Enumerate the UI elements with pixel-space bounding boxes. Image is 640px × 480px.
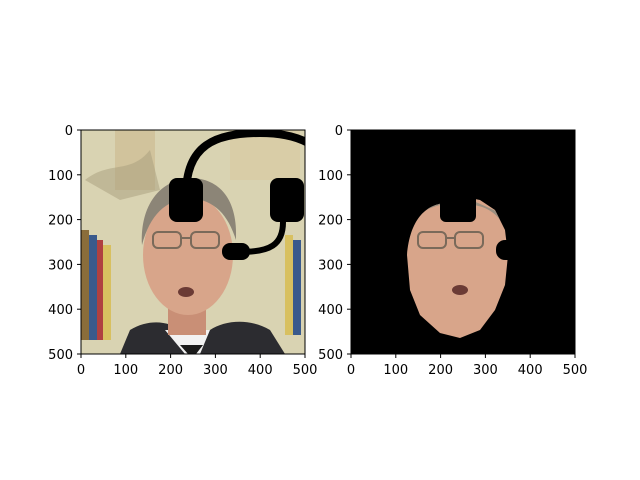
y-tick-label: 300 (318, 258, 343, 273)
axis-tick-labels: 0 100 200 300 400 500 0 100 200 300 400 500 0 100 200 3… (48, 124, 587, 378)
x-tick-label: 100 (113, 363, 138, 378)
x-tick-label: 300 (203, 363, 228, 378)
y-tick-label: 100 (318, 169, 343, 184)
x-tick-label: 0 (347, 363, 355, 378)
x-tick-label: 300 (473, 363, 498, 378)
y-tick-label: 300 (48, 258, 73, 273)
x-tick-label: 200 (158, 363, 183, 378)
y-tick-label: 400 (318, 303, 343, 318)
y-tick-label: 200 (48, 214, 73, 229)
axis-ticks (77, 129, 576, 358)
right-image (351, 130, 575, 354)
x-tick-label: 100 (383, 363, 408, 378)
x-tick-label: 400 (248, 363, 273, 378)
y-tick-label: 0 (65, 124, 73, 139)
y-tick-label: 200 (318, 214, 343, 229)
y-tick-label: 0 (335, 124, 343, 139)
left-axes-frame (80, 129, 306, 355)
left-image (81, 130, 305, 354)
x-tick-label: 200 (428, 363, 453, 378)
right-axes-frame (350, 129, 576, 355)
y-tick-label: 400 (48, 303, 73, 318)
x-tick-label: 400 (518, 363, 543, 378)
y-tick-label: 100 (48, 169, 73, 184)
y-tick-label: 500 (318, 348, 343, 363)
x-tick-label: 500 (293, 363, 318, 378)
x-tick-label: 0 (77, 363, 85, 378)
y-tick-label: 500 (48, 348, 73, 363)
x-tick-label: 500 (563, 363, 588, 378)
